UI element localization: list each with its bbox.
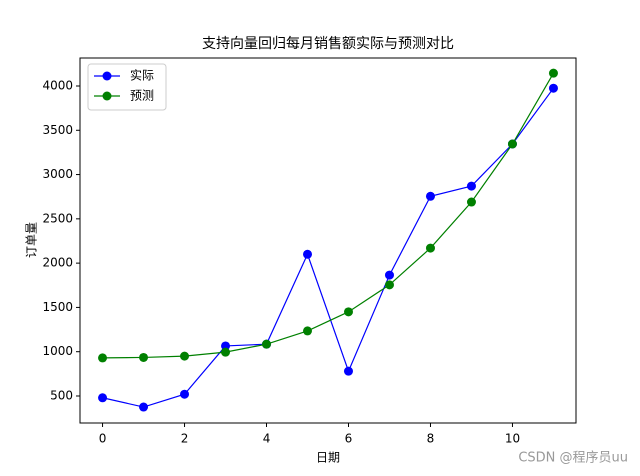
series-line	[102, 87, 554, 408]
legend-marker	[102, 71, 112, 81]
watermark: CSDN @程序员uu	[518, 451, 628, 466]
y-tick-label: 1500	[42, 300, 73, 314]
y-tick-label: 3500	[42, 123, 73, 137]
data-point	[548, 83, 558, 93]
data-point	[466, 197, 476, 207]
data-point	[180, 351, 190, 361]
data-point	[343, 366, 353, 376]
data-point	[262, 339, 272, 349]
data-point	[384, 270, 394, 280]
data-point	[221, 347, 231, 357]
x-tick-label: 10	[505, 432, 520, 446]
data-point	[303, 249, 313, 259]
y-tick-label: 2000	[42, 256, 73, 270]
y-tick-label: 1000	[42, 344, 73, 358]
x-tick-label: 2	[181, 432, 189, 446]
y-axis-label: 订单量	[25, 222, 39, 258]
x-tick-label: 6	[345, 432, 353, 446]
data-point	[507, 139, 517, 149]
x-tick-label: 8	[427, 432, 435, 446]
data-point	[180, 389, 190, 399]
y-tick-label: 2500	[42, 211, 73, 225]
y-tick-label: 4000	[42, 78, 73, 92]
y-tick-label: 3000	[42, 167, 73, 181]
data-point	[384, 280, 394, 290]
chart-title: 支持向量回归每月销售额实际与预测对比	[202, 35, 454, 52]
data-point	[139, 352, 149, 362]
data-point	[425, 191, 435, 201]
plot-frame	[79, 57, 577, 424]
data-point	[466, 181, 476, 191]
legend-label: 实际	[130, 68, 154, 83]
legend-marker	[102, 91, 112, 101]
data-point	[548, 68, 558, 78]
x-axis-label: 日期	[316, 451, 340, 465]
data-point	[139, 402, 149, 412]
x-tick-label: 4	[263, 432, 271, 446]
data-point	[221, 341, 231, 351]
data-point	[98, 353, 108, 363]
series-line	[102, 72, 554, 359]
x-tick-label: 0	[99, 432, 107, 446]
data-point	[98, 393, 108, 403]
data-point	[343, 307, 353, 317]
data-point	[425, 243, 435, 253]
data-point	[303, 326, 313, 336]
y-tick-label: 500	[50, 388, 73, 402]
legend-label: 预测	[130, 89, 154, 103]
legend-box	[87, 63, 167, 111]
